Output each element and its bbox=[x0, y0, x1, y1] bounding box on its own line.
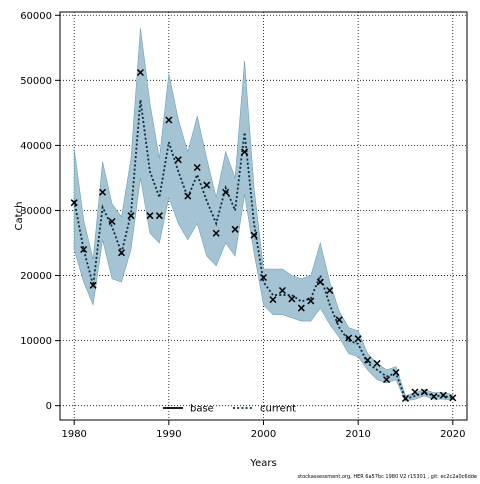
observed-point bbox=[165, 116, 173, 124]
x-tick-label: 2000 bbox=[251, 429, 276, 440]
tick-layer: 1980 1990 2000 2010 2020 0 10000 20000 30000 4000… bbox=[20, 11, 465, 440]
observed-point bbox=[297, 304, 305, 312]
observed-point bbox=[259, 273, 268, 282]
observed-point bbox=[89, 281, 97, 289]
y-tick-label: 30000 bbox=[20, 206, 52, 217]
observed-point bbox=[335, 316, 343, 324]
confidence-band-layer bbox=[73, 28, 454, 402]
observed-point bbox=[231, 225, 239, 233]
observed-point bbox=[146, 212, 154, 220]
x-tick-label: 2020 bbox=[440, 429, 465, 440]
observed-point bbox=[354, 335, 362, 343]
footer-credit: stockassessment.org, HER 6a57bc 1980 V2 … bbox=[298, 474, 477, 480]
observed-point bbox=[269, 296, 277, 304]
observed-point bbox=[449, 394, 457, 402]
observed-point bbox=[345, 334, 353, 342]
observed-point bbox=[373, 359, 381, 367]
observed-point bbox=[250, 231, 258, 239]
y-tick-label: 20000 bbox=[20, 271, 52, 282]
observed-point bbox=[392, 368, 400, 377]
x-axis-title: Years bbox=[249, 458, 276, 469]
y-tick-label: 60000 bbox=[20, 11, 52, 22]
observed-marker-layer bbox=[70, 68, 457, 403]
observed-point bbox=[241, 148, 249, 156]
y-tick-label: 40000 bbox=[20, 141, 52, 152]
observed-point bbox=[184, 192, 192, 200]
observed-point bbox=[401, 394, 410, 403]
observed-point bbox=[222, 188, 230, 196]
x-tick-label: 1990 bbox=[156, 429, 181, 440]
observed-point bbox=[108, 218, 116, 226]
observed-point bbox=[278, 286, 286, 295]
observed-point bbox=[193, 163, 201, 172]
legend: base current bbox=[163, 404, 296, 415]
observed-point bbox=[307, 297, 315, 305]
legend-label-current: current bbox=[260, 404, 296, 415]
observed-point bbox=[203, 181, 211, 189]
observed-point bbox=[430, 393, 438, 401]
observed-point bbox=[99, 188, 107, 196]
y-axis-title: Catch bbox=[14, 202, 25, 231]
observed-point bbox=[80, 245, 88, 254]
x-tick-label: 1980 bbox=[61, 429, 86, 440]
y-tick-label: 0 bbox=[46, 401, 52, 412]
observed-point bbox=[316, 278, 324, 286]
observed-point bbox=[439, 391, 447, 399]
legend-label-base: base bbox=[190, 404, 214, 415]
observed-point bbox=[212, 229, 220, 237]
observed-point bbox=[326, 286, 334, 295]
y-tick-label: 10000 bbox=[20, 336, 52, 347]
observed-point bbox=[288, 295, 296, 303]
observed-point bbox=[155, 212, 163, 220]
observed-point bbox=[70, 199, 78, 207]
observed-point bbox=[117, 249, 126, 257]
observed-point bbox=[136, 68, 144, 77]
observed-point bbox=[364, 356, 372, 364]
observed-point bbox=[411, 388, 419, 396]
y-tick-label: 50000 bbox=[20, 76, 52, 87]
observed-point bbox=[174, 156, 182, 164]
confidence-band bbox=[73, 28, 454, 402]
observed-point bbox=[127, 212, 135, 220]
x-tick-label: 2010 bbox=[345, 429, 370, 440]
observed-point bbox=[420, 388, 428, 396]
observed-point bbox=[383, 376, 391, 384]
